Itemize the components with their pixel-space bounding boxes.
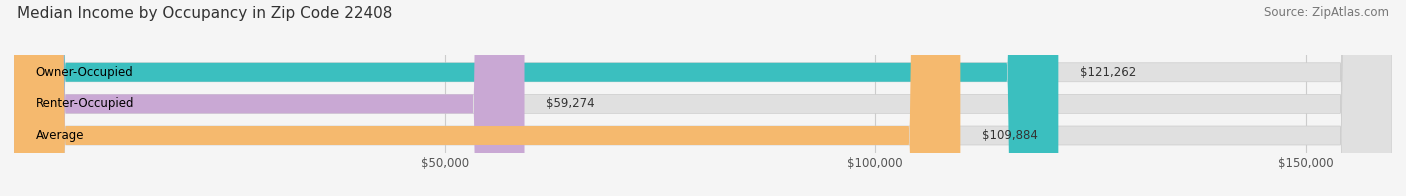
Text: Owner-Occupied: Owner-Occupied: [35, 66, 134, 79]
Text: $109,884: $109,884: [981, 129, 1038, 142]
FancyBboxPatch shape: [14, 0, 960, 196]
Text: $121,262: $121,262: [1080, 66, 1136, 79]
Text: Median Income by Occupancy in Zip Code 22408: Median Income by Occupancy in Zip Code 2…: [17, 6, 392, 21]
FancyBboxPatch shape: [14, 0, 1392, 196]
Text: $59,274: $59,274: [546, 97, 595, 110]
Text: Average: Average: [35, 129, 84, 142]
Text: Source: ZipAtlas.com: Source: ZipAtlas.com: [1264, 6, 1389, 19]
FancyBboxPatch shape: [14, 0, 1392, 196]
FancyBboxPatch shape: [14, 0, 1392, 196]
FancyBboxPatch shape: [14, 0, 524, 196]
FancyBboxPatch shape: [14, 0, 1059, 196]
Text: Renter-Occupied: Renter-Occupied: [35, 97, 134, 110]
